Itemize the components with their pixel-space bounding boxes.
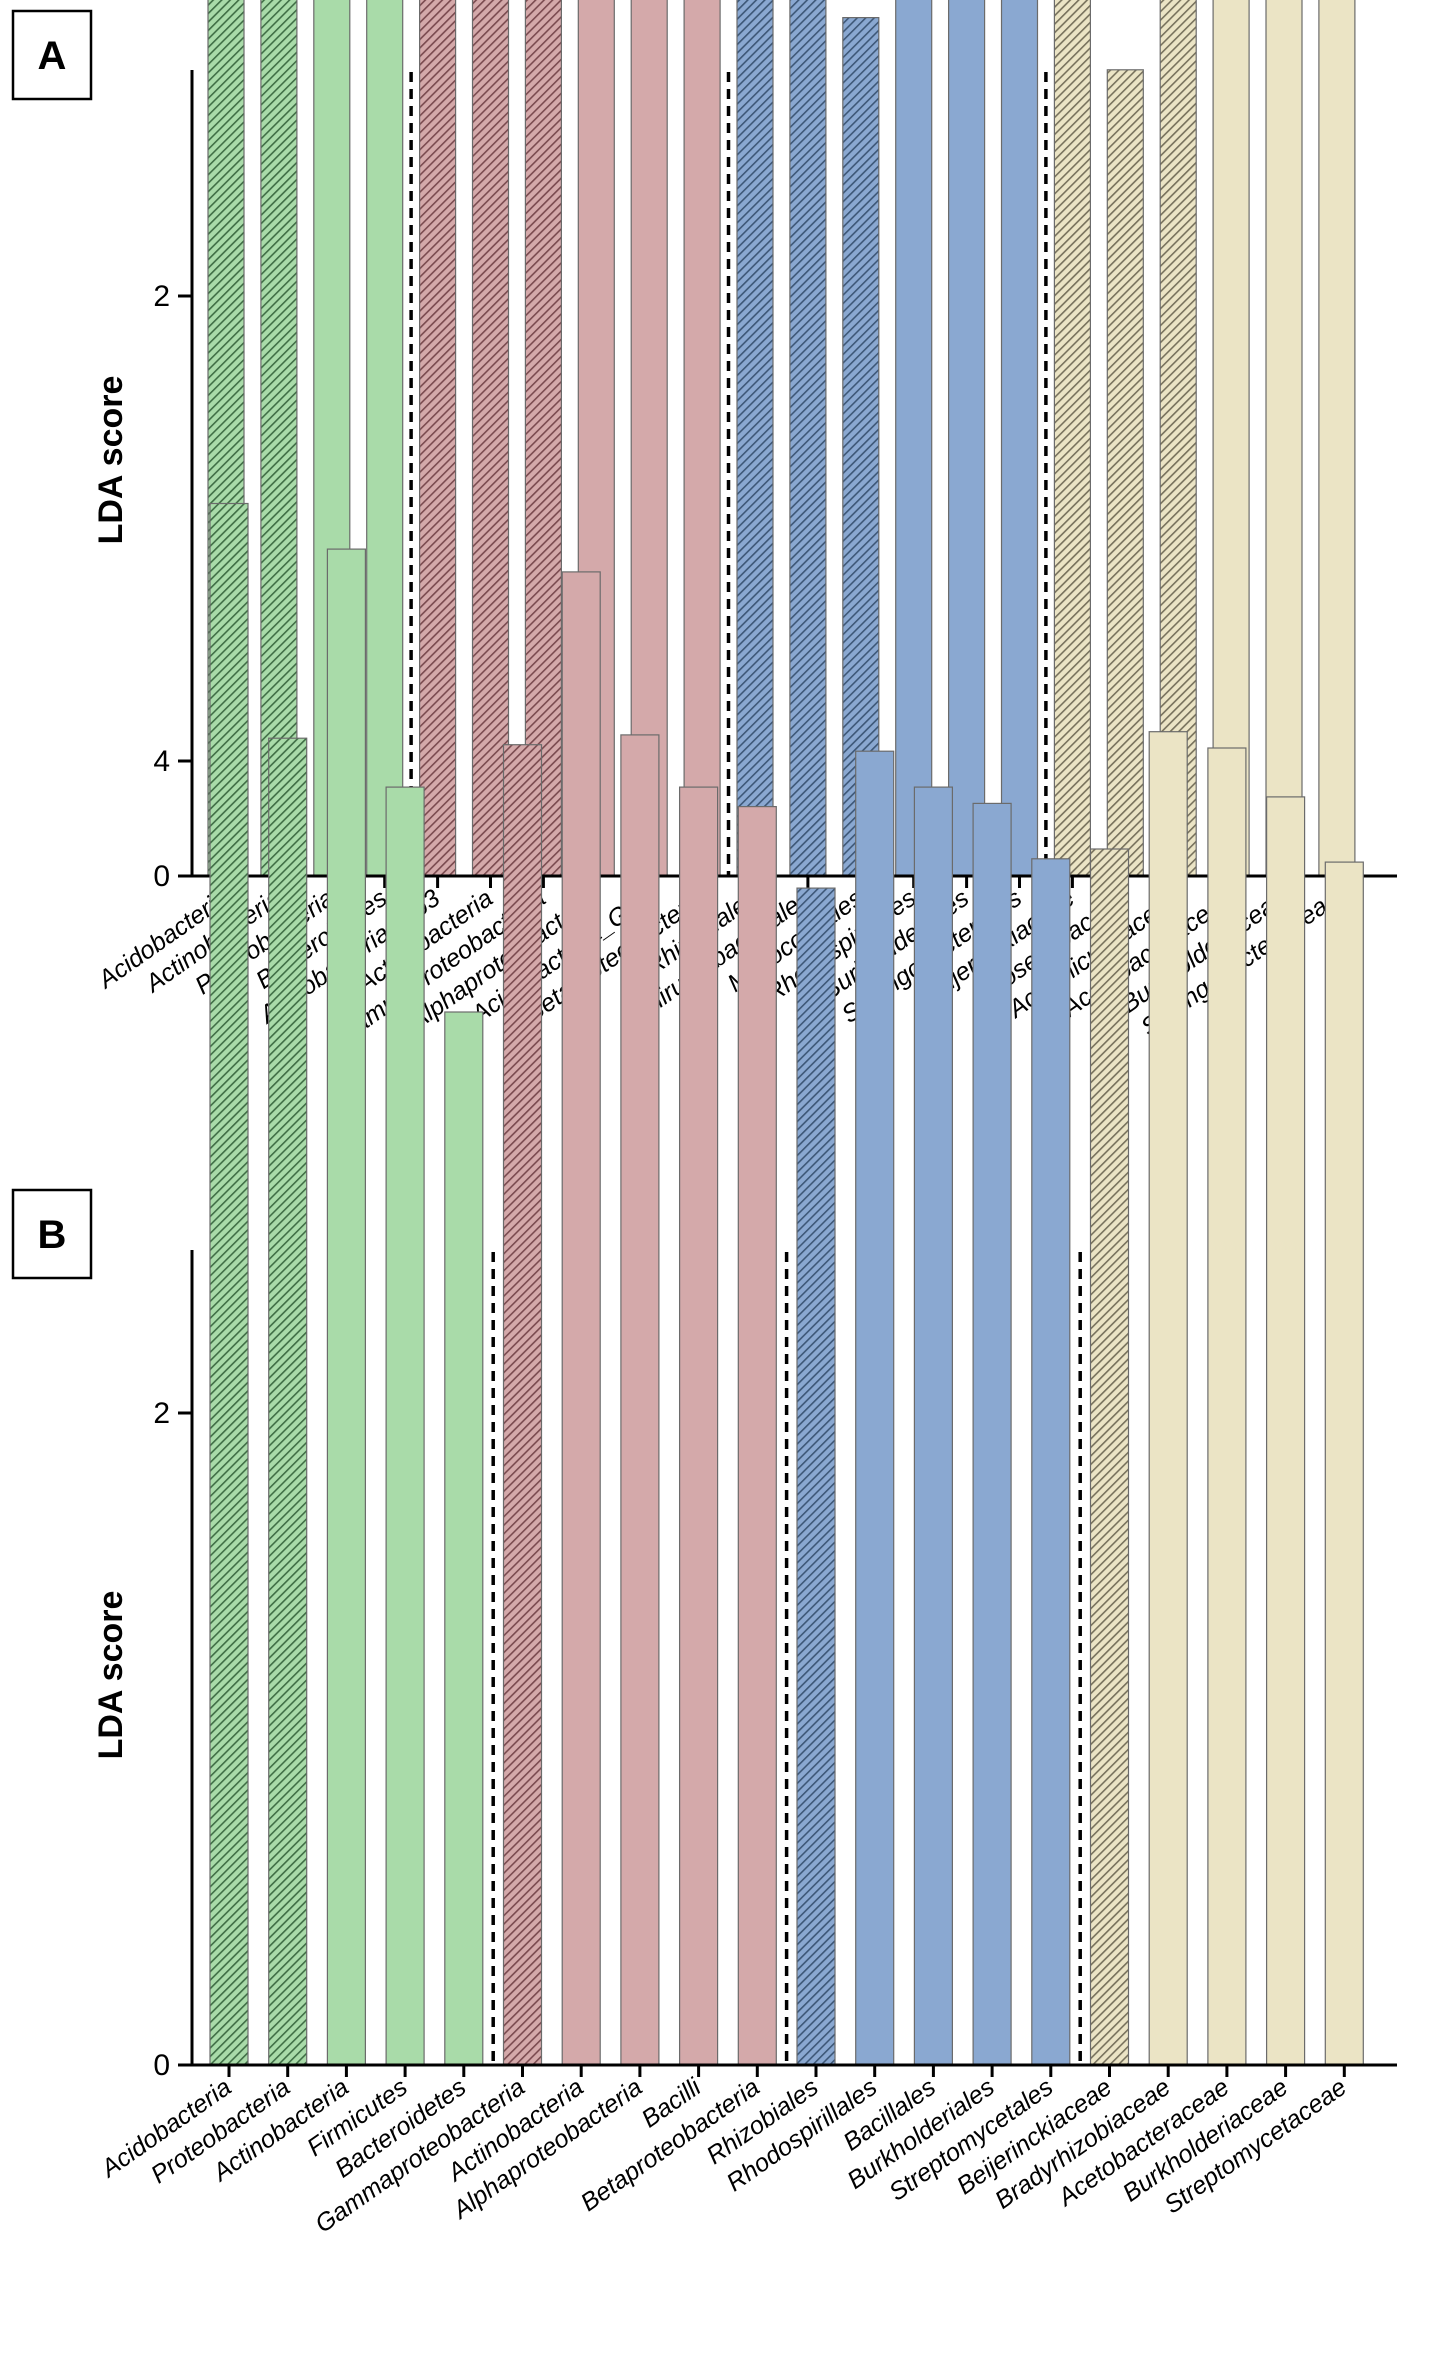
panel-a-bar-22 (1318, 0, 1356, 877)
panel-a-bar-19 (1159, 0, 1197, 877)
panel-b-bar-13 (913, 786, 954, 2066)
panel-b-chart: B024AcidobacteriaProteobacteriaActinobac… (11, 502, 1397, 2239)
panel-b-bar-16 (1089, 848, 1130, 2066)
panel-b-y-tick-label-2: 2 (153, 1397, 170, 1430)
panel-b-bar-14 (972, 802, 1012, 2066)
panel-a-bar-20 (1212, 0, 1250, 877)
panel-a-y-tick-label-2: 2 (153, 280, 170, 313)
panel-b-bar-9 (678, 786, 719, 2066)
panel-a-bar-5 (419, 0, 457, 877)
panel-a-bar-15 (947, 0, 986, 877)
panel-b-bar-2 (268, 737, 308, 2066)
panel-a-bar-14 (895, 0, 933, 877)
panel-b-bar-7 (561, 571, 601, 2066)
panel-a-y-axis-title: LDA score (92, 376, 130, 545)
panel-b-bar-20 (1324, 861, 1364, 2066)
panel-a-bar-11 (736, 0, 774, 877)
panel-b-bar-4 (385, 786, 425, 2066)
panel-b-bar-17 (1148, 731, 1188, 2066)
panel-b-bar-3 (326, 548, 366, 2066)
panel-b-bar-12 (855, 750, 895, 2066)
panel-a-bar-16 (1000, 0, 1039, 877)
panel-a-bar-12 (789, 0, 827, 877)
panel-a-label: A (38, 34, 67, 78)
panel-a-bar-21 (1265, 0, 1303, 877)
panel-a-bar-17 (1053, 0, 1092, 877)
panel-a-bar-10 (683, 0, 721, 877)
panel-b-bar-11 (796, 887, 836, 2066)
panel-b-bar-15 (1031, 858, 1071, 2066)
panel-b-bar-1 (209, 502, 249, 2066)
panel-b-label: B (38, 1213, 67, 1257)
panel-a-label-box (11, 9, 93, 101)
panel-a-bar-6 (471, 0, 510, 877)
panel-a-bar-18 (1106, 69, 1144, 877)
panel-a-bar-2 (260, 0, 298, 877)
panel-a-bar-9 (630, 0, 668, 877)
panel-b-bar-6 (502, 744, 543, 2066)
panel-a-bar-13 (842, 17, 880, 877)
panel-b-bar-8 (620, 734, 660, 2066)
panel-b-bar-10 (737, 805, 777, 2066)
panel-a-bar-4 (366, 0, 404, 877)
panel-b-label-box (11, 1188, 93, 1280)
panel-b-bar-18 (1207, 747, 1247, 2066)
panel-b-bar-19 (1265, 796, 1306, 2066)
panel-b-bar-5 (444, 1011, 484, 2066)
panel-b-y-tick-label-4: 4 (153, 745, 170, 778)
panel-b-y-tick-label-0: 0 (153, 2049, 170, 2082)
panel-b-y-axis-title: LDA score (92, 1591, 130, 1760)
panel-a-y-tick-label-0: 0 (153, 860, 170, 893)
panel-a-bar-7 (524, 0, 563, 877)
